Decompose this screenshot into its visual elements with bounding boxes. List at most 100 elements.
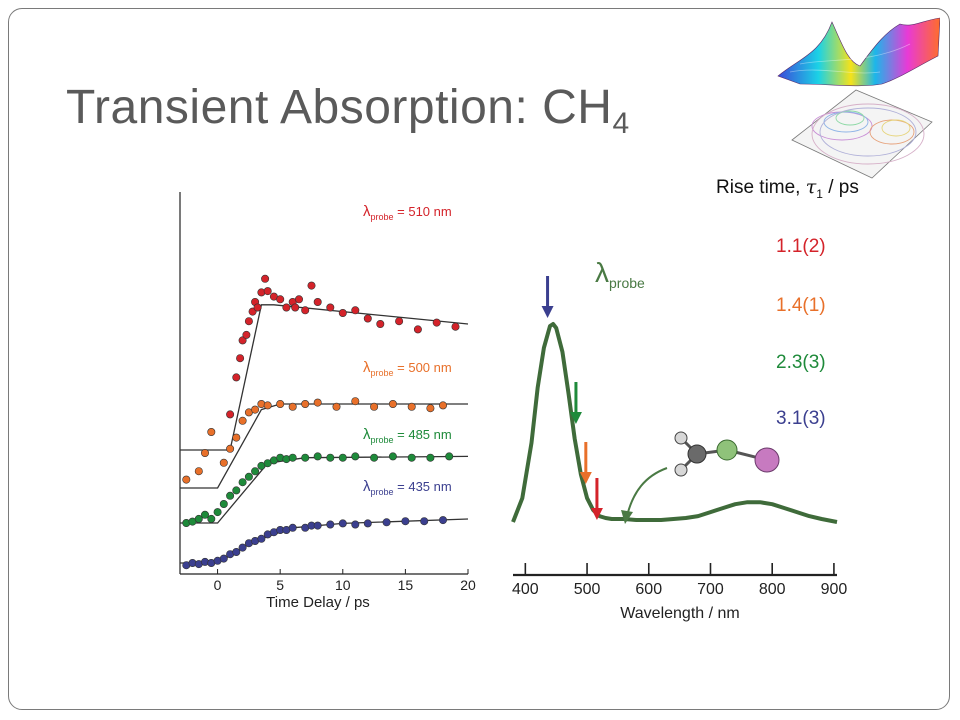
rise-time-prefix: Rise time,: [716, 177, 806, 198]
data-point: [413, 325, 422, 334]
data-point: [200, 510, 209, 519]
data-point: [432, 318, 441, 327]
data-point: [351, 452, 360, 461]
data-point: [226, 491, 235, 500]
data-point: [326, 303, 335, 312]
data-point: [313, 521, 322, 530]
data-point: [261, 274, 270, 283]
data-point: [242, 330, 251, 339]
data-point: [420, 517, 429, 526]
rise-time-value-485: 2.3(3): [776, 352, 826, 373]
series-label: λprobe = 435 nm: [363, 478, 452, 497]
data-point: [276, 400, 285, 409]
data-point: [407, 402, 416, 411]
x-tick-label: 10: [335, 577, 351, 593]
slide-frame: [8, 8, 950, 710]
iodine-atom: [754, 447, 780, 473]
x-tick-label: 800: [759, 581, 786, 598]
data-point: [213, 508, 222, 517]
data-point: [332, 402, 341, 411]
data-point: [257, 534, 266, 543]
tau-symbol: τ: [805, 176, 817, 198]
x-tick-label: 400: [512, 581, 539, 598]
data-point: [338, 453, 347, 462]
series-label: λprobe = 510 nm: [363, 203, 452, 222]
rise-time-header: Rise time, τ1 / ps: [716, 176, 859, 201]
transient-kinetics-chart: 0 5 10 15 20 Time Delay / ps λprobe = 510 nm λp…: [179, 192, 476, 611]
carbon-atom: [687, 444, 707, 464]
x-tick-label: 600: [635, 581, 662, 598]
data-point: [426, 453, 435, 462]
data-point: [226, 444, 235, 453]
probe-arrow-head: [590, 508, 603, 520]
data-point: [263, 287, 272, 296]
data-point: [301, 453, 310, 462]
data-point: [295, 295, 304, 304]
data-point: [219, 499, 228, 508]
probe-arrow-head: [569, 412, 582, 424]
data-point: [291, 303, 300, 312]
data-point: [451, 322, 460, 331]
data-point: [232, 486, 241, 495]
data-point: [301, 306, 310, 315]
series-label: λprobe = 500 nm: [363, 359, 452, 378]
x-tick-label: 20: [460, 577, 476, 593]
data-point: [288, 523, 297, 532]
data-point: [338, 309, 347, 318]
probe-arrow-head: [541, 306, 554, 318]
x-axis-title: Time Delay / ps: [266, 594, 370, 611]
data-point: [363, 519, 372, 528]
data-point: [194, 467, 203, 476]
tau-subscript: 1: [816, 186, 823, 201]
data-point: [207, 514, 216, 523]
data-point: [253, 303, 262, 312]
data-point: [351, 306, 360, 315]
fit-curve: [180, 403, 468, 489]
title-subscript: 4: [612, 107, 630, 140]
data-point: [382, 518, 391, 527]
data-point: [351, 397, 360, 406]
rise-time-value-510: 1.1(2): [776, 236, 826, 257]
data-point: [307, 281, 316, 290]
data-point: [445, 452, 454, 461]
data-point: [194, 514, 203, 523]
rise-time-value-435: 3.1(3): [776, 408, 826, 429]
spectrum-line: [511, 322, 838, 524]
x-axis-title: Wavelength / nm: [620, 605, 739, 622]
data-point: [251, 467, 260, 476]
data-point: [200, 448, 209, 457]
potential-surface-graphic: [777, 17, 940, 179]
x-tick-label: 900: [821, 581, 848, 598]
data-point: [288, 402, 297, 411]
data-point: [438, 401, 447, 410]
x-tick-label: 15: [398, 577, 414, 593]
data-point: [238, 478, 247, 487]
data-point: [407, 453, 416, 462]
data-point: [238, 543, 247, 552]
data-point: [232, 373, 241, 382]
data-point: [282, 303, 291, 312]
x-tick-label: 0: [214, 577, 222, 593]
data-point: [301, 400, 310, 409]
data-point: [326, 453, 335, 462]
data-point: [326, 520, 335, 529]
data-point: [232, 547, 241, 556]
rise-time-value-500: 1.4(1): [776, 295, 826, 316]
slide-title: Transient Absorption: CH4: [66, 80, 630, 141]
rise-time-unit: / ps: [822, 177, 859, 198]
data-point: [276, 295, 285, 304]
x-tick-label: 700: [697, 581, 724, 598]
data-point: [244, 472, 253, 481]
molecule-icon: [674, 431, 780, 477]
hydrogen-atom: [674, 431, 688, 445]
title-text: Transient Absorption: CH: [66, 81, 613, 134]
data-point: [263, 401, 272, 410]
data-point: [395, 317, 404, 326]
data-point: [388, 400, 397, 409]
data-point: [313, 398, 322, 407]
data-point: [238, 416, 247, 425]
data-point: [376, 320, 385, 329]
x-tick-label: 5: [276, 577, 284, 593]
lambda-probe-annotation: λprobe: [595, 257, 645, 291]
data-point: [232, 433, 241, 442]
